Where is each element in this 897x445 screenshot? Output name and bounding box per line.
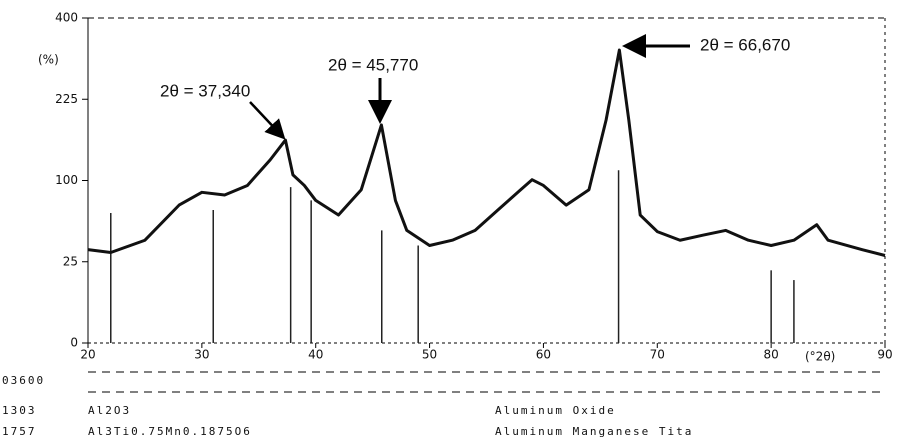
y-axis-label: (%) — [38, 53, 59, 67]
x-tick-label: 20 — [80, 348, 95, 362]
y-tick-label: 25 — [63, 254, 78, 268]
y-tick-label: 0 — [70, 336, 78, 350]
x-tick-label: 80 — [764, 348, 779, 362]
annotation: 2θ = 45,770 — [328, 55, 418, 74]
x-tick-label: 90 — [877, 348, 892, 362]
y-tick-label: 225 — [55, 92, 78, 106]
x-axis-label: (°2θ) — [805, 350, 835, 364]
arrow — [249, 101, 286, 140]
pattern-name: Aluminum Manganese Tita — [495, 425, 693, 438]
x-tick-label: 70 — [650, 348, 665, 362]
pattern-code: 1757 — [2, 425, 37, 438]
x-tick-label: 60 — [536, 348, 551, 362]
pattern-name: Aluminum Oxide — [495, 404, 616, 417]
x-tick-label: 40 — [308, 348, 323, 362]
x-tick-label: 50 — [422, 348, 437, 362]
annotation: 2θ = 37,340 — [160, 81, 250, 100]
annotation: 2θ = 66,670 — [700, 35, 790, 54]
pattern-formula: Al3Ti0.75Mn0.1875O6 — [88, 425, 252, 438]
y-tick-label: 400 — [55, 11, 78, 25]
pattern-line — [87, 48, 886, 257]
pattern-formula: Al2O3 — [88, 404, 131, 417]
pattern-code: 1303 — [2, 404, 37, 417]
x-tick-label: 30 — [194, 348, 209, 362]
y-tick-label: 100 — [55, 173, 78, 187]
pattern-header: 03600 — [2, 374, 45, 387]
